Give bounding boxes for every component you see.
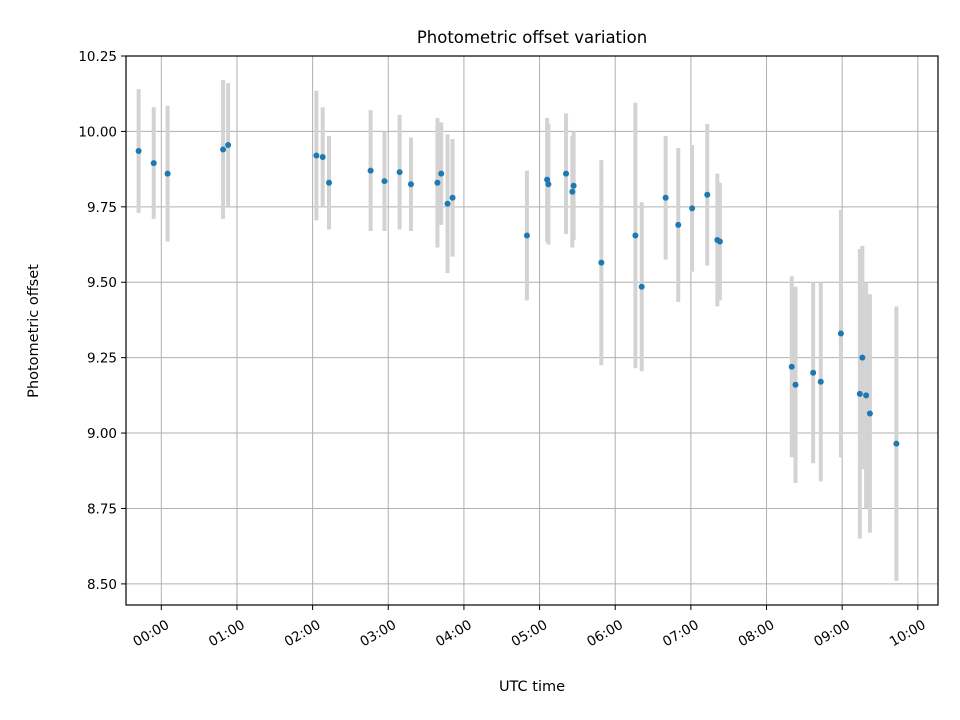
x-tick-label: 07:00 [660,617,702,650]
data-point [810,369,817,376]
data-point [788,363,795,370]
data-point [367,167,374,174]
data-point [225,141,232,148]
data-point [689,205,696,212]
x-axis-label: UTC time [499,679,565,695]
data-point [563,170,570,177]
data-point [863,392,870,399]
data-point [381,178,388,185]
data-point [545,181,552,188]
chart-title: Photometric offset variation [417,28,647,47]
data-point [438,170,445,177]
y-axis-label: Photometric offset [26,264,42,398]
axis-ticks: 00:00 01:00 02:00 03:00 04:00 05:00 06:00 07:00… [78,49,928,650]
data-point [792,381,799,388]
x-tick-label: 00:00 [130,617,172,650]
data-point [444,200,451,207]
error-bars [136,80,899,581]
data-point [638,283,645,290]
data-point [313,152,320,159]
data-point [135,148,142,155]
data-point [716,238,723,245]
x-tick-label: 09:00 [811,617,853,650]
y-tick-label: 10.25 [78,49,117,65]
data-point [164,170,171,177]
data-point [598,259,605,266]
x-tick-label: 02:00 [282,617,324,650]
data-point [837,330,844,337]
data-point [704,191,711,198]
grid-lines [126,55,938,605]
data-point [817,378,824,385]
data-point [150,160,157,167]
x-tick-label: 05:00 [509,617,551,650]
data-point [319,154,326,161]
data-point [434,179,441,186]
data-point [407,181,414,188]
plot-frame [125,55,939,606]
data-points [135,141,900,447]
y-tick-label: 9.50 [87,275,117,291]
data-point [675,221,682,228]
y-tick-label: 9.25 [87,351,117,367]
y-tick-label: 9.75 [87,200,117,216]
data-point [859,354,866,361]
data-point [893,440,900,447]
y-tick-label: 9.00 [87,426,117,442]
data-point [523,232,530,239]
x-tick-label: 10:00 [887,617,929,650]
y-tick-label: 10.00 [78,124,117,140]
data-point [326,179,332,186]
data-point [569,188,576,195]
data-point [632,232,639,239]
data-point [662,194,669,201]
x-tick-label: 06:00 [584,617,626,650]
x-tick-label: 03:00 [357,617,399,650]
data-point [570,182,577,189]
x-tick-label: 04:00 [433,617,475,650]
data-point [866,410,873,417]
x-tick-label: 01:00 [206,617,248,650]
data-point [449,194,456,201]
y-tick-label: 8.75 [87,501,117,517]
data-point [220,146,227,153]
x-tick-label: 08:00 [736,617,778,650]
data-point [856,390,863,397]
data-point [544,176,551,183]
data-point [396,169,403,176]
y-tick-label: 8.50 [87,577,117,593]
